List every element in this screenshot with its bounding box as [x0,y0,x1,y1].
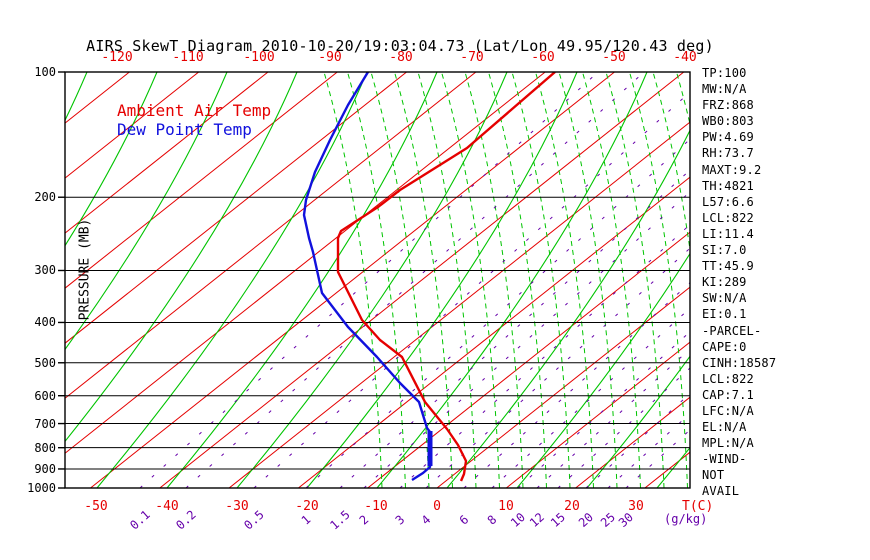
pressure-axis-title: PRESSURE (MB) [77,218,93,321]
pressure-axis-label: 100 [34,65,56,79]
pressure-axis-label: 900 [34,461,56,476]
sounding-index-line: MW:N/A [702,82,747,97]
temp-axis-top-label: -60 [531,50,555,65]
pressure-axis-label: 800 [34,440,56,455]
temp-axis-top-label: -110 [172,50,204,65]
temp-axis-top-label: -50 [602,50,626,65]
temp-axis-bottom-label: -20 [295,499,319,514]
pressure-axis-label: 600 [34,388,56,403]
sounding-index-line: -PARCEL- [702,323,762,338]
sounding-index-line: MPL:N/A [702,436,754,451]
temp-axis-top-label: -100 [243,50,275,65]
temp-axis-bottom-label: 10 [498,499,514,514]
sounding-index-line: TT:45.9 [702,259,754,274]
pressure-axis-label: 300 [34,263,56,278]
sounding-index-line: NOT [702,468,725,483]
chart-title: AIRS SkewT Diagram 2010-10-20/19:03:04.7… [86,37,714,55]
sounding-index-line: L57:6.6 [702,194,754,209]
sounding-index-line: EL:N/A [702,420,747,435]
sounding-index-line: LFC:N/A [702,403,754,418]
temp-axis-top-label: -90 [318,50,342,65]
pressure-axis-label: 400 [34,315,56,330]
pressure-axis-label: 500 [34,355,56,370]
sounding-index-line: TP:100 [702,66,747,80]
temp-axis-bottom-label: -40 [155,499,179,514]
legend-ambient-air-temp: Ambient Air Temp [117,101,272,120]
sounding-index-line: SW:N/A [702,291,747,306]
mixing-ratio-unit: (g/kg) [664,512,708,526]
sounding-index-line: EI:0.1 [702,307,747,322]
sounding-index-line: CAP:7.1 [702,387,754,402]
sounding-index-line: CAPE:0 [702,339,747,354]
temp-axis-top-label: -40 [673,50,697,65]
temp-axis-bottom-label: 0 [433,499,441,514]
pressure-axis-label: 700 [34,416,56,431]
sounding-index-line: LCL:822 [702,371,754,386]
sounding-index-line: KI:289 [702,275,747,290]
sounding-indices-panel: TP:100 MW:N/A FRZ:868 WB0:803 PW:4.69 RH:73.7… [702,65,776,500]
sounding-index-line: -WIND- [702,452,747,467]
sounding-index-line: CINH:18587 [702,355,777,370]
sounding-index-line: TH:4821 [702,178,754,193]
sounding-index-line: SI:7.0 [702,243,747,258]
temp-axis-bottom-label: -10 [364,499,388,514]
sounding-index-line: FRZ:868 [702,98,754,113]
legend-dew-point-temp: Dew Point Temp [117,120,252,139]
sounding-index-line: WB0:803 [702,114,754,129]
sounding-index-line: LI:11.4 [702,226,754,241]
temp-axis-bottom-label: -30 [225,499,249,514]
pressure-axis-label: 200 [34,190,56,205]
temp-axis-top-label: -80 [389,50,413,65]
sounding-index-line: AVAIL [702,484,740,499]
sounding-index-line: RH:73.7 [702,146,754,161]
temp-axis-top-label: -70 [460,50,484,65]
sounding-index-line: PW:4.69 [702,130,754,145]
temp-axis-bottom-label: -50 [84,499,108,514]
sounding-index-line: LCL:822 [702,210,754,225]
temp-axis-unit: T(C) [682,499,714,514]
sounding-index-line: MAXT:9.2 [702,162,762,177]
pressure-axis-label: 1000 [27,481,56,495]
temp-axis-top-label: -120 [101,50,133,65]
temp-axis-bottom-label: 20 [564,499,580,514]
temp-axis-bottom-label: 30 [628,499,644,514]
